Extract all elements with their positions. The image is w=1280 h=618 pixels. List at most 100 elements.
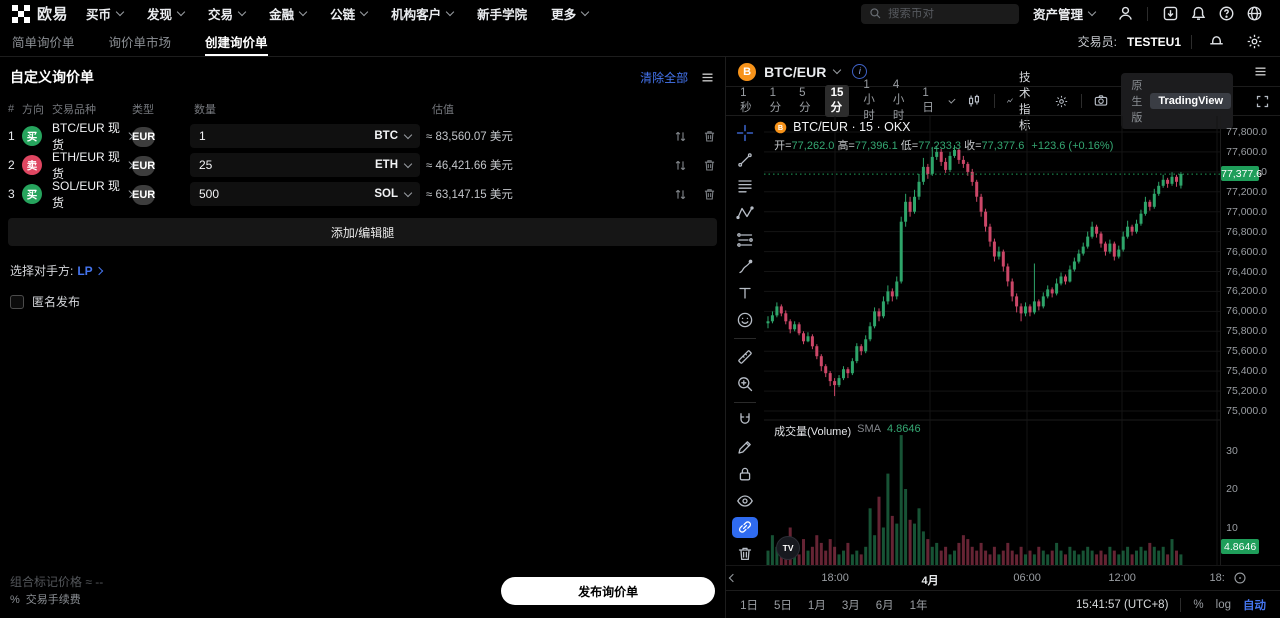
bell-icon[interactable] [1184, 5, 1212, 22]
tradingview-logo[interactable]: TV [776, 536, 801, 560]
range-button-1[interactable]: 5日 [774, 599, 792, 612]
amount-input[interactable]: 1 BTC [190, 124, 420, 148]
info-icon[interactable]: i [852, 64, 868, 79]
draw-pencil-icon[interactable] [732, 436, 758, 458]
nav-item-6[interactable]: 新手学院 [477, 4, 527, 23]
type-pill[interactable]: EUR [132, 127, 156, 147]
gear-icon[interactable] [1240, 33, 1268, 50]
nav-item-1[interactable]: 发现 [147, 4, 186, 23]
tradingview-mode-button[interactable]: TradingView [1150, 93, 1231, 109]
swap-direction-icon[interactable] [673, 187, 688, 202]
timeframe-5[interactable]: 4小时 [892, 79, 905, 122]
magnet-icon[interactable] [732, 409, 758, 431]
fullscreen-icon[interactable] [1255, 94, 1270, 109]
log-scale-button[interactable]: log [1215, 598, 1231, 611]
globe-icon[interactable] [1240, 5, 1268, 22]
trash-icon[interactable] [732, 543, 758, 565]
hat-icon[interactable] [1202, 33, 1230, 50]
nav-item-0[interactable]: 买币 [86, 4, 125, 23]
indicators-button[interactable]: 技术指标 [1006, 69, 1042, 133]
asset-management-menu[interactable]: 资产管理 [1033, 4, 1097, 23]
range-button-5[interactable]: 1年 [909, 599, 928, 612]
symbol-chevron-icon[interactable] [833, 65, 842, 75]
chevron-left-icon[interactable] [728, 573, 738, 583]
clock[interactable]: 15:41:57 (UTC+8) [1076, 598, 1169, 611]
link-icon[interactable] [732, 516, 759, 539]
chart-body: B BTC/EUR · 15 · OKX 开=77,262.0 高=77,396… [726, 116, 1280, 565]
search-box[interactable] [860, 3, 1019, 24]
nav-item-2[interactable]: 交易 [208, 4, 247, 23]
zoom-in-icon[interactable] [732, 373, 758, 395]
range-button-3[interactable]: 3月 [841, 599, 860, 612]
download-icon[interactable] [1156, 5, 1184, 22]
currency-select[interactable]: ETH [375, 159, 413, 171]
nav-item-3[interactable]: 金融 [269, 4, 308, 23]
instrument-select[interactable]: SOL/EUR 现货 [52, 177, 134, 211]
time-axis[interactable]: 18:00 4月 06:00 12:00 18: [726, 565, 1280, 590]
tab-0[interactable]: 简单询价单 [12, 36, 75, 50]
swap-direction-icon[interactable] [673, 129, 688, 144]
timeframe-4[interactable]: 1小时 [863, 79, 875, 122]
add-edit-legs-button[interactable]: 添加/编辑腿 [8, 218, 718, 246]
trend-line-icon[interactable] [732, 149, 758, 171]
price-axis[interactable]: 77,800.077,600.077,400.077,200.077,000.0… [1220, 116, 1267, 565]
range-button-0[interactable]: 1日 [740, 599, 759, 612]
chart-menu-icon[interactable] [1253, 64, 1268, 79]
anonymous-checkbox[interactable] [10, 294, 24, 309]
screenshot-camera-icon[interactable] [1093, 93, 1109, 109]
range-button-2[interactable]: 1月 [807, 599, 826, 612]
list-menu-icon[interactable] [700, 70, 715, 85]
instrument-select[interactable]: ETH/EUR 现货 [52, 148, 134, 182]
help-icon[interactable] [1212, 5, 1240, 22]
instrument-select[interactable]: BTC/EUR 现货 [52, 119, 134, 153]
chevron-down-icon [237, 7, 247, 17]
type-pill[interactable]: EUR [132, 185, 156, 205]
type-pill[interactable]: EUR [132, 156, 156, 176]
user-icon[interactable] [1111, 5, 1139, 22]
timeframe-chevron-icon[interactable] [948, 96, 956, 103]
amount-input[interactable]: 25 ETH [190, 153, 420, 177]
chart-plot[interactable]: B BTC/EUR · 15 · OKX 开=77,262.0 高=77,396… [764, 116, 1221, 565]
delete-icon[interactable] [702, 187, 717, 202]
currency-select[interactable]: SOL [374, 188, 413, 200]
ruler-icon[interactable] [732, 346, 758, 368]
timeframe-0[interactable]: 1秒 [740, 87, 752, 114]
fib-retracement-icon[interactable] [732, 176, 758, 198]
xabcd-pattern-icon[interactable] [732, 202, 758, 224]
crosshair-icon[interactable] [732, 122, 758, 144]
timeframe-6[interactable]: 1日 [922, 87, 934, 114]
counterparty-select[interactable]: LP [77, 264, 103, 278]
nav-item-4[interactable]: 公链 [330, 4, 369, 23]
nav-item-5[interactable]: 机构客户 [391, 4, 455, 23]
timeframe-3[interactable]: 15分 [824, 85, 850, 117]
timeframe-1[interactable]: 1分 [769, 87, 782, 114]
text-icon[interactable] [732, 283, 758, 305]
nav-item-7[interactable]: 更多 [551, 4, 590, 23]
candle-style-icon[interactable] [966, 93, 982, 109]
delete-icon[interactable] [702, 129, 717, 144]
publish-rfq-button[interactable]: 发布询价单 [501, 577, 716, 605]
delete-icon[interactable] [702, 158, 717, 173]
currency-select[interactable]: BTC [374, 130, 413, 142]
auto-scale-button[interactable]: 自动 [1243, 599, 1266, 612]
swap-direction-icon[interactable] [673, 158, 688, 173]
range-button-4[interactable]: 6月 [875, 599, 894, 612]
price-tick: 77,800.0 [1226, 126, 1267, 138]
eye-icon[interactable] [732, 490, 758, 512]
tab-2[interactable]: 创建询价单 [205, 27, 268, 56]
timeframe-2[interactable]: 5分 [799, 87, 811, 114]
emoji-icon[interactable] [732, 309, 758, 331]
amount-input[interactable]: 500 SOL [190, 182, 420, 206]
main-nav: 买币 发现 交易 金融 公链 机构客户 新手学院 更多 [86, 4, 590, 23]
percent-scale-button[interactable]: % [1193, 598, 1204, 611]
native-mode-button[interactable]: 原生版 [1131, 80, 1143, 124]
timezone-icon[interactable] [1220, 571, 1260, 585]
lock-icon[interactable] [732, 463, 758, 485]
search-input[interactable] [887, 7, 998, 20]
indicator-settings-gear-icon[interactable] [1054, 94, 1069, 109]
tab-1[interactable]: 询价单市场 [108, 36, 172, 50]
okx-logo[interactable]: 欧易 [12, 3, 68, 24]
clear-all-link[interactable]: 清除全部 [640, 70, 689, 85]
position-icon[interactable] [732, 229, 758, 251]
brush-icon[interactable] [732, 256, 758, 278]
